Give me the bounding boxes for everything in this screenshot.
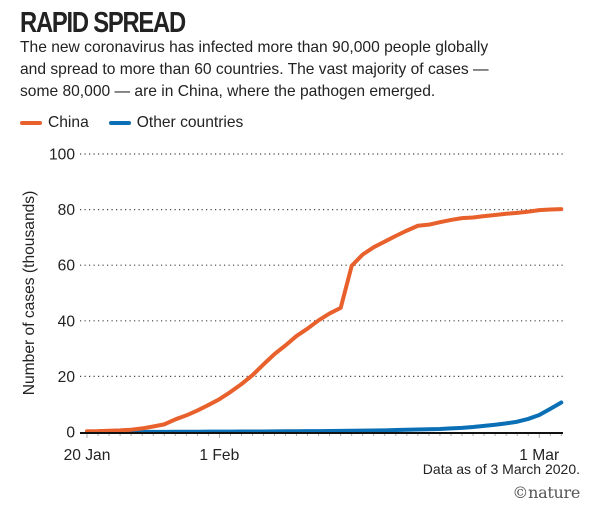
chart-title: RAPID SPREAD <box>20 7 186 39</box>
subtitle-line: and spread to more than 60 countries. Th… <box>20 61 489 78</box>
series-line-other-countries <box>85 400 564 434</box>
y-tick-label: 80 <box>58 202 76 219</box>
nature-logo: ©nature <box>512 483 580 502</box>
series-line-china <box>85 207 564 434</box>
x-tick-label: 1 Mar <box>519 447 559 464</box>
subtitle-line: some 80,000 — are in China, where the pa… <box>20 83 436 100</box>
data-note: Data as of 3 March 2020. <box>422 461 580 477</box>
chart-subtitle: The new coronavirus has infected more th… <box>20 37 600 103</box>
legend: China Other countries <box>20 114 263 132</box>
y-tick-label: 40 <box>58 313 76 330</box>
legend-label: Other countries <box>136 114 244 131</box>
legend-swatch-other <box>108 121 131 125</box>
y-tick-label: 100 <box>49 147 75 164</box>
x-tick-label: 20 Jan <box>64 447 111 464</box>
legend-item-china: China <box>20 114 89 132</box>
legend-swatch-china <box>20 121 42 125</box>
legend-label: China <box>48 114 89 131</box>
y-axis-label: Number of cases (thousands) <box>21 191 38 396</box>
y-tick-label: 0 <box>66 425 75 442</box>
y-tick-label: 20 <box>58 369 76 386</box>
y-tick-label: 60 <box>58 258 76 275</box>
subtitle-line: The new coronavirus has infected more th… <box>20 39 489 56</box>
legend-item-other: Other countries <box>108 114 244 132</box>
x-tick-label: 1 Feb <box>199 447 239 464</box>
